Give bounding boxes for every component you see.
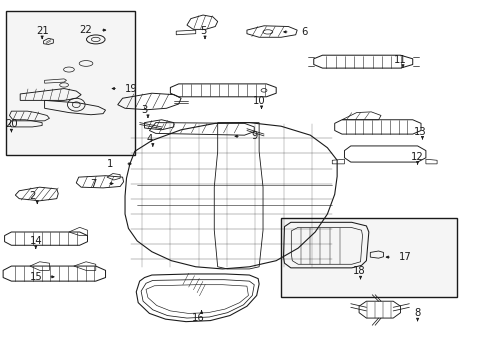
- Bar: [5, 12, 135, 155]
- Text: 20: 20: [5, 120, 18, 129]
- Text: 18: 18: [352, 266, 365, 276]
- Text: 22: 22: [80, 25, 92, 35]
- Text: 7: 7: [90, 179, 96, 189]
- Text: 15: 15: [29, 272, 42, 282]
- Text: 8: 8: [414, 309, 420, 318]
- Text: 2: 2: [29, 191, 36, 201]
- Text: 9: 9: [250, 131, 257, 141]
- Text: 1: 1: [107, 159, 113, 169]
- Text: 17: 17: [398, 252, 411, 262]
- Text: 11: 11: [393, 55, 406, 65]
- Bar: [281, 218, 456, 297]
- Text: 4: 4: [146, 134, 152, 144]
- Text: 19: 19: [125, 84, 138, 94]
- Text: 10: 10: [252, 96, 265, 106]
- Text: 12: 12: [410, 152, 423, 162]
- Text: 14: 14: [29, 236, 42, 246]
- Text: 16: 16: [191, 313, 204, 323]
- Text: 5: 5: [200, 26, 206, 36]
- Text: 6: 6: [300, 27, 306, 37]
- Text: 13: 13: [413, 127, 426, 136]
- Text: 3: 3: [141, 105, 147, 115]
- Text: 21: 21: [36, 26, 48, 36]
